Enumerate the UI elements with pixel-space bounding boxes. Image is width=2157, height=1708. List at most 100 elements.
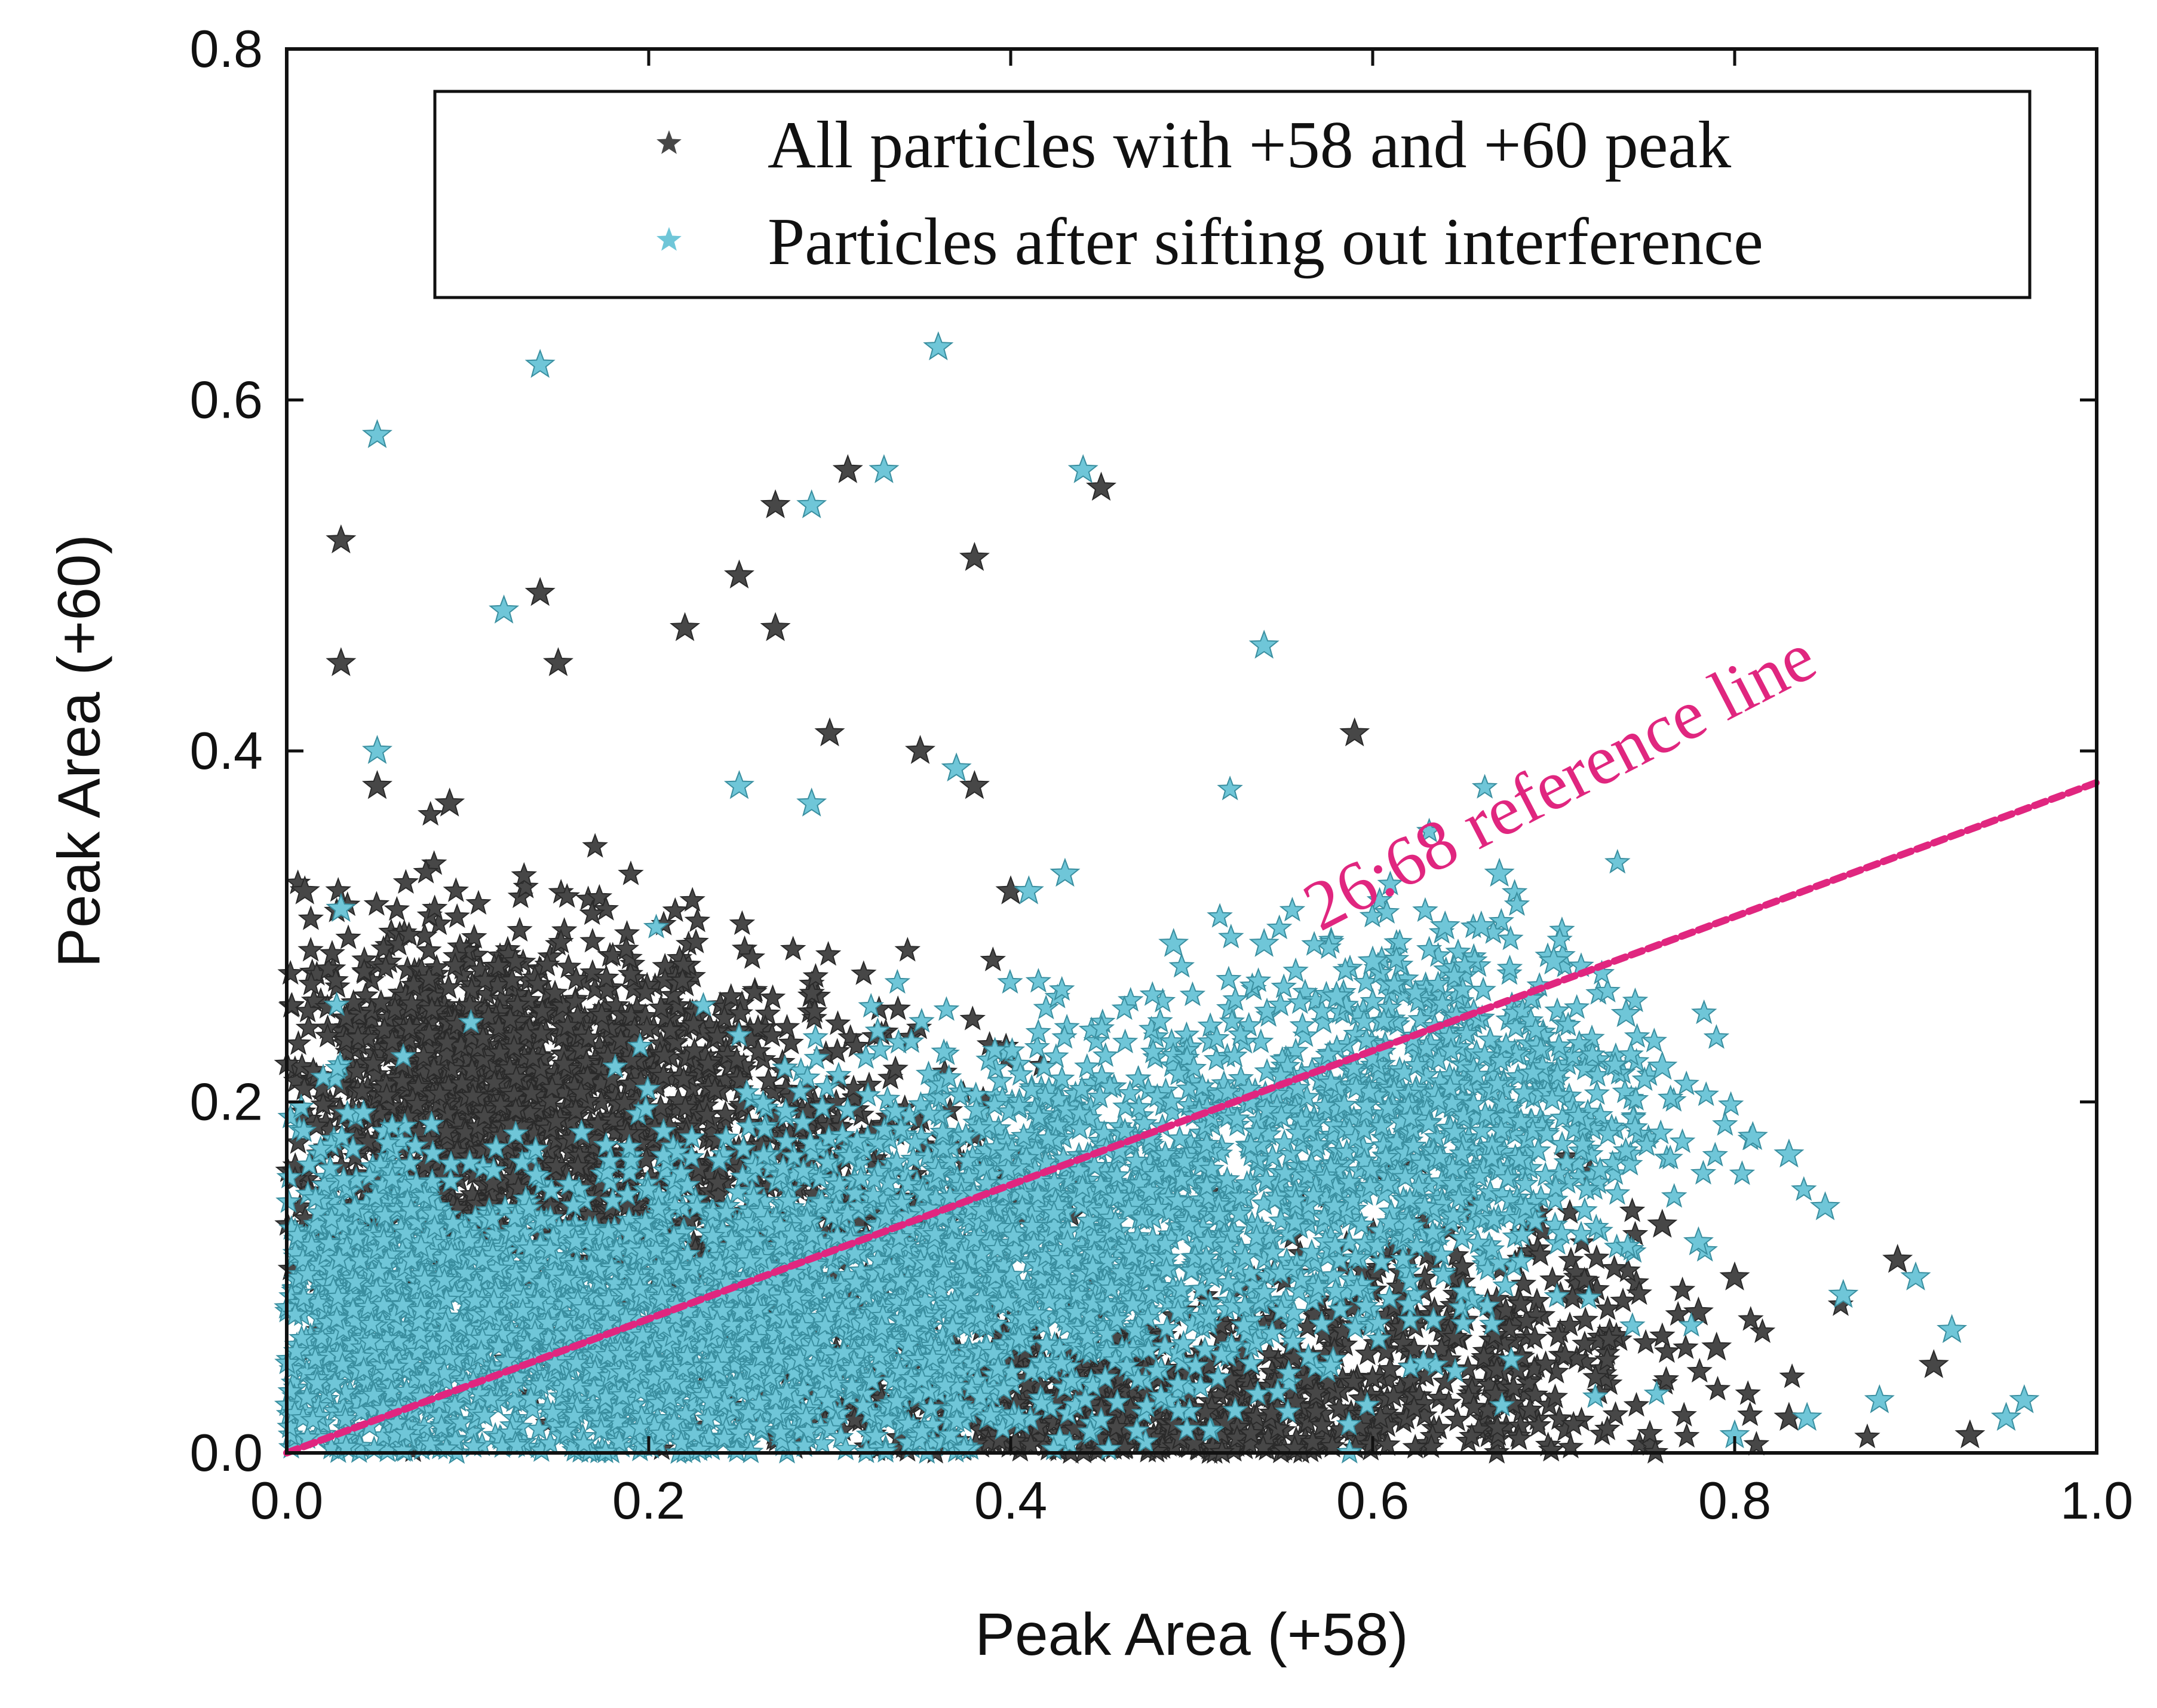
scatter-point <box>511 861 538 887</box>
scatter-point <box>351 958 378 983</box>
scatter-point <box>465 890 492 915</box>
scatter-point <box>470 1025 496 1050</box>
scatter-point <box>360 1050 386 1075</box>
scatter-point <box>529 1063 556 1088</box>
scatter-point <box>959 1005 986 1031</box>
scatter-point <box>368 989 394 1014</box>
scatter-point <box>564 1153 591 1178</box>
scatter-point <box>319 940 345 965</box>
scatter-point <box>594 976 621 1002</box>
scatter-point <box>534 951 560 977</box>
scatter-point <box>444 903 470 928</box>
scatter-point <box>516 986 542 1012</box>
scatter-point <box>548 928 574 953</box>
scatter-point <box>277 959 303 985</box>
scatter-point <box>354 1128 381 1153</box>
scatter-point <box>542 1108 569 1133</box>
scatter-point <box>371 1016 398 1041</box>
scatter-point <box>501 1034 527 1059</box>
scatter-point <box>885 995 912 1020</box>
scatter-point <box>443 877 470 902</box>
scatter-point <box>662 1029 689 1054</box>
scatter-point <box>459 1083 486 1108</box>
scatter-point <box>824 1010 851 1035</box>
scatter-point <box>297 905 324 930</box>
scatter-point <box>392 869 419 894</box>
scatter-point <box>291 1075 318 1100</box>
scatter-point <box>529 998 556 1023</box>
scatter-point <box>487 1091 514 1117</box>
scatter-point <box>372 954 399 979</box>
scatter-point <box>340 989 367 1014</box>
scatter-point <box>712 1100 739 1126</box>
scatter-point <box>679 887 705 912</box>
scatter-point <box>575 1024 602 1050</box>
scatter-point <box>564 1003 591 1028</box>
scatter-point <box>657 1017 683 1042</box>
scatter-point <box>472 967 499 992</box>
scatter-point <box>314 1022 341 1048</box>
scatter-point <box>435 974 462 999</box>
scatter-point <box>441 952 468 977</box>
scatter-point <box>680 1011 707 1036</box>
scatter-point <box>694 1101 720 1127</box>
scatter-point <box>315 955 342 980</box>
scatter-point <box>413 858 439 884</box>
scatter-point <box>379 1028 406 1053</box>
scatter-point <box>298 970 324 995</box>
scatter-point <box>349 1078 376 1103</box>
scatter-point <box>300 987 327 1013</box>
scatter-point <box>415 937 442 962</box>
scatter-point <box>502 947 529 973</box>
scatter-point <box>683 928 709 953</box>
scatter-point <box>396 1014 423 1039</box>
scatter-point <box>614 1120 640 1145</box>
scatter-point <box>780 936 806 961</box>
scatter-point <box>632 979 659 1004</box>
scatter-point <box>415 1127 442 1152</box>
scatter-point <box>815 941 842 966</box>
scatter-point <box>285 1030 312 1055</box>
scatter-point <box>741 979 768 1004</box>
scatter-point <box>585 1110 611 1136</box>
scatter-point <box>303 1112 330 1137</box>
scatter-point <box>745 1038 771 1063</box>
scatter-point <box>799 979 826 1005</box>
scatter-point <box>471 1103 498 1128</box>
scatter-point <box>551 1050 578 1075</box>
scatter-point <box>729 910 756 936</box>
scatter-point <box>882 1055 909 1081</box>
scatter-point <box>502 1096 529 1121</box>
scatter-point <box>427 1080 453 1105</box>
scatter-point <box>774 1014 800 1039</box>
scatter-point <box>593 896 619 921</box>
scatter-point <box>648 994 674 1019</box>
scatter-point <box>449 1070 475 1095</box>
scatter-point <box>503 1064 530 1089</box>
scatter-point <box>555 953 582 979</box>
scatter-point <box>980 946 1007 971</box>
scatter-point <box>617 961 644 986</box>
scatter-point <box>662 897 689 922</box>
scatter-point <box>342 1143 369 1169</box>
scatter-point <box>528 1020 554 1045</box>
scatter-point <box>574 1063 601 1089</box>
scatter-point <box>563 1097 589 1123</box>
scatter-point <box>507 916 533 942</box>
scatter-point <box>485 952 512 977</box>
scatter-point <box>579 928 606 953</box>
scatter-point <box>434 1029 460 1054</box>
scatter-point <box>499 967 526 992</box>
scatter-point <box>518 1080 545 1105</box>
scatter-point <box>539 1074 566 1100</box>
scatter-point <box>554 1012 581 1038</box>
scatter-point <box>505 1175 532 1200</box>
scatter-point <box>563 965 590 991</box>
scatter-point <box>824 1038 851 1063</box>
scatter-point <box>754 1000 781 1026</box>
scatter-point <box>593 964 619 989</box>
scatter-point <box>613 936 640 961</box>
scatter-point <box>421 1055 447 1080</box>
scatter-point <box>759 1022 786 1047</box>
